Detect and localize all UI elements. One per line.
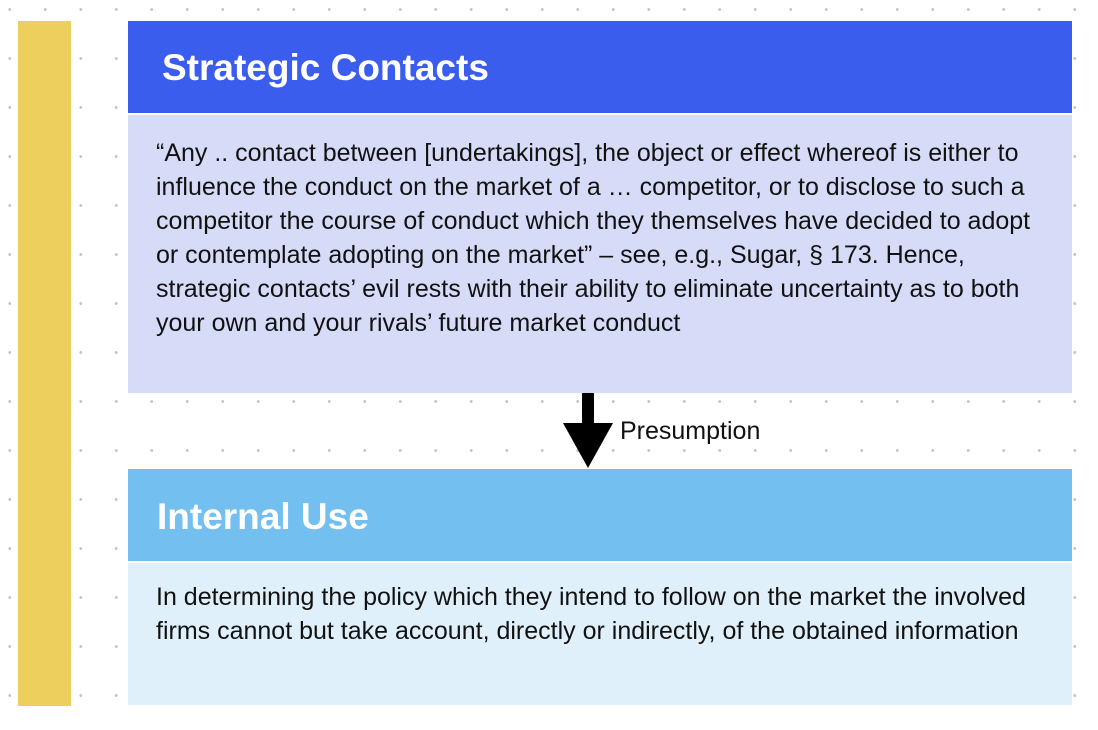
internal-use-header: Internal Use bbox=[128, 469, 1072, 561]
internal-use-text: In determining the policy which they int… bbox=[156, 583, 1026, 645]
strategic-contacts-text: “Any .. contact between [undertakings], … bbox=[156, 139, 1031, 337]
arrow-down-icon bbox=[563, 393, 613, 468]
strategic-contacts-body: “Any .. contact between [undertakings], … bbox=[128, 115, 1072, 393]
internal-use-title: Internal Use bbox=[157, 496, 369, 537]
strategic-contacts-title: Strategic Contacts bbox=[162, 47, 489, 88]
strategic-contacts-header: Strategic Contacts bbox=[128, 21, 1072, 113]
internal-use-body: In determining the policy which they int… bbox=[128, 563, 1072, 705]
presumption-label: Presumption bbox=[620, 417, 761, 445]
accent-bar bbox=[18, 21, 71, 706]
